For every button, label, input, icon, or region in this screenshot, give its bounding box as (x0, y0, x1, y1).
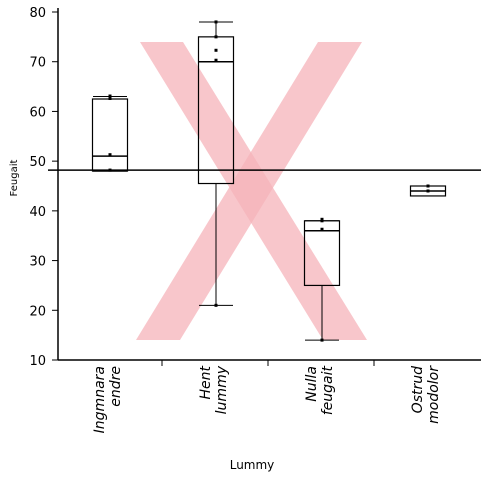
data-point (108, 97, 112, 101)
y-tick-label: 80 (29, 6, 46, 21)
x-category-label-line: Nulla (304, 366, 320, 402)
data-point (108, 168, 112, 172)
data-point (426, 189, 430, 193)
x-category-label: Ostrudmodolor (410, 365, 442, 424)
box-group (303, 217, 341, 342)
data-point (214, 48, 218, 52)
x-category-label-line: Hent (198, 366, 214, 400)
y-tick-label: 70 (29, 56, 46, 71)
box-group (409, 184, 447, 197)
y-tick-label: 10 (29, 354, 46, 369)
box-group (91, 94, 129, 172)
x-category-label-line: Ingmnara (92, 366, 108, 433)
y-tick-label: 20 (29, 304, 46, 319)
x-category-label-line: feugait (320, 365, 336, 415)
data-point (320, 217, 324, 221)
y-axis-title: Feugait (9, 159, 20, 196)
axis-labels: 10 20 30 40 50 60 70 80 Ingmnaraendre Hentlummy Nu… (29, 6, 442, 433)
data-point (214, 35, 218, 39)
y-tick-label: 50 (29, 155, 46, 170)
y-tick-label: 60 (29, 105, 46, 120)
data-point (108, 94, 112, 98)
watermark-stroke-2 (136, 42, 362, 340)
box (91, 98, 129, 172)
x-category-label: Nullafeugait (304, 365, 336, 415)
x-category-label-line: endre (108, 366, 124, 407)
x-category-label-line: modolor (426, 365, 442, 424)
y-tick-label: 30 (29, 255, 46, 270)
data-point (320, 338, 324, 342)
data-point (214, 303, 218, 307)
x-category-label-line: lummy (214, 365, 230, 414)
data-point (108, 153, 112, 157)
y-tick-label: 40 (29, 205, 46, 220)
box-group (197, 20, 235, 307)
data-point (426, 184, 430, 188)
watermark-x (136, 42, 367, 340)
x-category-label-line: Ostrud (410, 366, 426, 413)
data-point (214, 20, 218, 24)
x-category-label: Ingmnaraendre (92, 366, 124, 433)
data-point (320, 227, 324, 231)
x-axis-title: Lummy (230, 458, 275, 472)
box-marks (48, 20, 481, 342)
x-category-label: Hentlummy (198, 365, 230, 414)
plot-frame (52, 8, 481, 366)
data-point (214, 58, 218, 62)
